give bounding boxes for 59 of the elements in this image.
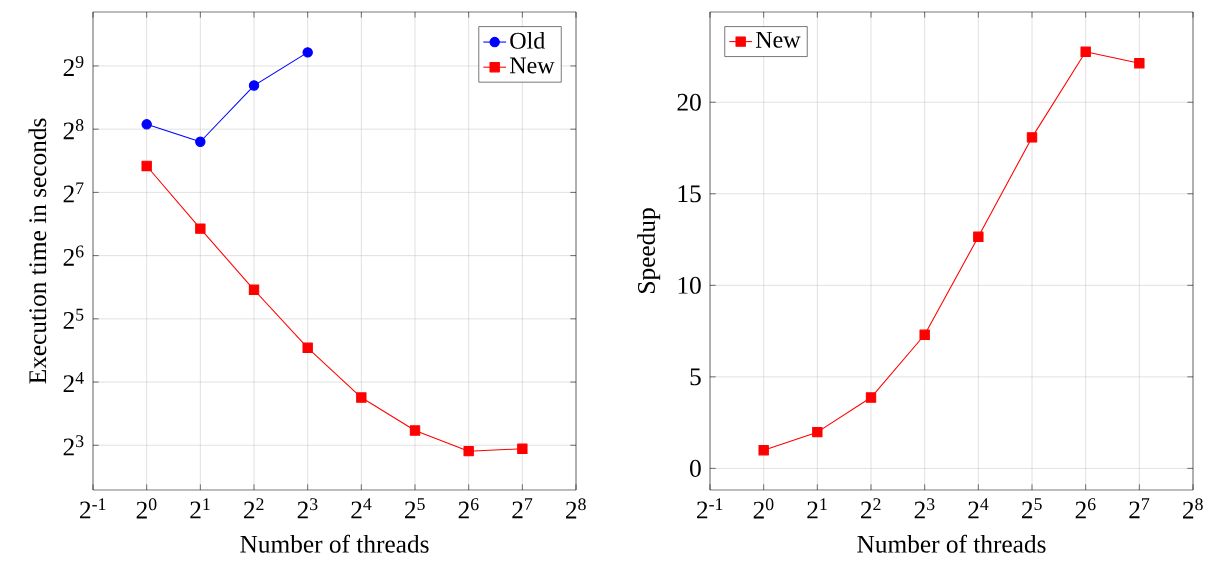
- point: [195, 136, 206, 147]
- point: [463, 445, 474, 457]
- point: [141, 160, 152, 172]
- y-tick-label: 20: [677, 93, 701, 111]
- legend-label: Old: [510, 31, 545, 49]
- point: [812, 426, 823, 438]
- x-tick-label: 2$^{3}$: [297, 498, 318, 519]
- x-axis-title: Number of threads: [240, 534, 429, 553]
- x-tick-label: 2$^{7}$: [1129, 498, 1150, 519]
- point: [195, 223, 206, 234]
- y-tick-label: 2$^{4}$: [63, 372, 84, 393]
- x-tick-label: 2$^{4}$: [351, 498, 372, 519]
- y-tick-label: 10: [678, 276, 701, 294]
- x-tick-label: 2$^{-1}$: [80, 498, 106, 519]
- x-tick-label: 2$^{1}$: [807, 498, 827, 519]
- point: [1026, 132, 1038, 143]
- point: [248, 284, 260, 295]
- y-tick-label: 0: [690, 459, 701, 477]
- y-tick-label: 2$^{7}$: [63, 182, 84, 203]
- y-tick-label: 2$^{6}$: [63, 245, 84, 266]
- point: [919, 329, 930, 340]
- x-tick-label: 2$^{5}$: [405, 498, 425, 519]
- point: [865, 392, 877, 403]
- y-tick-label: 15: [678, 185, 701, 203]
- x-tick-label: 2$^{1}$: [190, 498, 210, 519]
- point: [248, 80, 260, 91]
- point: [302, 47, 313, 58]
- x-tick-label: 2$^{8}$: [566, 498, 586, 519]
- point: [409, 425, 421, 436]
- x-tick-label: 2$^{0}$: [753, 498, 774, 519]
- x-tick-label: 2$^{6}$: [1075, 498, 1096, 519]
- x-tick-label: 2$^{-1}$: [697, 498, 723, 519]
- x-tick-label: 2$^{8}$: [1183, 498, 1203, 519]
- x-tick-label: 2$^{4}$: [968, 498, 989, 519]
- y-axis-title: Speedup: [637, 208, 661, 293]
- point: [356, 392, 367, 403]
- y-tick-label: 2$^{3}$: [63, 435, 84, 456]
- y-tick-label: 2$^{9}$: [63, 55, 84, 76]
- point: [973, 231, 984, 242]
- x-axis-title: Number of threads: [857, 534, 1046, 553]
- x-tick-label: 2$^{2}$: [861, 498, 881, 519]
- x-tick-label: 2$^{2}$: [244, 498, 264, 519]
- x-tick-label: 2$^{7}$: [512, 498, 533, 519]
- y-axis-title: Execution time in seconds: [28, 118, 47, 384]
- y-tick-label: 2$^{5}$: [63, 308, 84, 329]
- point: [1080, 46, 1091, 57]
- y-tick-label: 5: [690, 368, 701, 386]
- legend-label: New: [755, 31, 801, 48]
- x-tick-label: 2$^{6}$: [458, 498, 479, 519]
- y-tick-label: 2$^{8}$: [63, 119, 84, 140]
- x-tick-label: 2$^{3}$: [914, 498, 935, 519]
- x-tick-label: 2$^{5}$: [1022, 498, 1042, 519]
- point: [302, 342, 313, 353]
- x-tick-label: 2$^{0}$: [136, 498, 157, 519]
- point: [141, 119, 152, 130]
- point: [517, 443, 528, 454]
- legend-label: New: [509, 57, 555, 74]
- point: [758, 445, 769, 456]
- point: [1134, 58, 1145, 69]
